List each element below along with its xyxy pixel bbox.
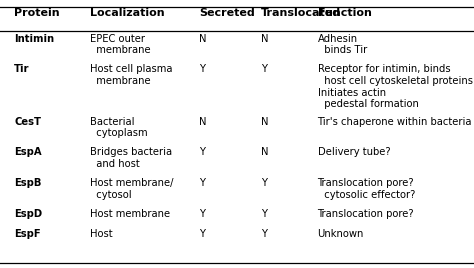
Text: Localization: Localization bbox=[90, 8, 164, 18]
Text: Delivery tube?: Delivery tube? bbox=[318, 147, 390, 157]
Text: Y: Y bbox=[261, 209, 267, 219]
Text: Y: Y bbox=[199, 64, 205, 74]
Text: EspD: EspD bbox=[14, 209, 42, 219]
Text: EspA: EspA bbox=[14, 147, 42, 157]
Text: EspF: EspF bbox=[14, 229, 41, 239]
Text: N: N bbox=[199, 34, 207, 43]
Text: CesT: CesT bbox=[14, 117, 41, 126]
Text: Y: Y bbox=[261, 229, 267, 239]
Text: Host cell plasma
  membrane: Host cell plasma membrane bbox=[90, 64, 173, 86]
Text: Translocated: Translocated bbox=[261, 8, 341, 18]
Text: Host membrane: Host membrane bbox=[90, 209, 170, 219]
Text: EspB: EspB bbox=[14, 178, 42, 188]
Text: Intimin: Intimin bbox=[14, 34, 55, 43]
Text: Bacterial
  cytoplasm: Bacterial cytoplasm bbox=[90, 117, 148, 138]
Text: Receptor for intimin, binds
  host cell cytoskeletal proteins
Initiates actin
  : Receptor for intimin, binds host cell cy… bbox=[318, 64, 473, 109]
Text: Unknown: Unknown bbox=[318, 229, 364, 239]
Text: Function: Function bbox=[318, 8, 372, 18]
Text: Y: Y bbox=[199, 147, 205, 157]
Text: N: N bbox=[261, 117, 268, 126]
Text: Tir: Tir bbox=[14, 64, 30, 74]
Text: Host membrane/
  cytosol: Host membrane/ cytosol bbox=[90, 178, 173, 200]
Text: N: N bbox=[261, 34, 268, 43]
Text: Y: Y bbox=[199, 209, 205, 219]
Text: Tir's chaperone within bacteria: Tir's chaperone within bacteria bbox=[318, 117, 472, 126]
Text: Adhesin
  binds Tir: Adhesin binds Tir bbox=[318, 34, 367, 55]
Text: N: N bbox=[199, 117, 207, 126]
Text: Host: Host bbox=[90, 229, 113, 239]
Text: Protein: Protein bbox=[14, 8, 60, 18]
Text: Translocation pore?: Translocation pore? bbox=[318, 209, 414, 219]
Text: Y: Y bbox=[199, 178, 205, 188]
Text: Y: Y bbox=[261, 64, 267, 74]
Text: Translocation pore?
  cytosolic effector?: Translocation pore? cytosolic effector? bbox=[318, 178, 415, 200]
Text: Y: Y bbox=[261, 178, 267, 188]
Text: Y: Y bbox=[199, 229, 205, 239]
Text: Bridges bacteria
  and host: Bridges bacteria and host bbox=[90, 147, 172, 169]
Text: EPEC outer
  membrane: EPEC outer membrane bbox=[90, 34, 151, 55]
Text: Secreted: Secreted bbox=[199, 8, 255, 18]
Text: N: N bbox=[261, 147, 268, 157]
